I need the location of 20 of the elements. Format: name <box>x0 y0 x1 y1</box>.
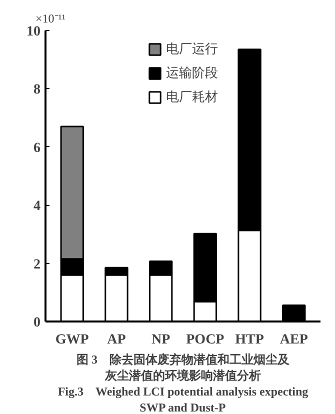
y-tick-label: 2 <box>34 257 40 272</box>
caption: 图 3 除去固体废弃物潜值和工业烟尘及 <box>76 352 290 366</box>
text: 灰尘潜值的环境影响潜值分析 <box>104 368 261 382</box>
y-tick-label: 4 <box>34 199 40 214</box>
caption: Fig.3 Weighed LCI potential analysis expecting <box>58 384 308 398</box>
y-axis-title: ×10⁻¹¹ <box>36 12 66 26</box>
legend-label: 电厂运行 <box>166 41 218 58</box>
x-tick-label: NP <box>151 332 171 348</box>
y-tick-label: 10 <box>26 24 40 40</box>
x-tick-label: HTP <box>235 332 264 348</box>
y-tick-label: 0 <box>34 316 40 330</box>
x-tick-label: GWP <box>55 332 90 348</box>
legend-label: 电厂耗材 <box>166 89 218 106</box>
x-tick-label: AP <box>107 332 126 348</box>
legend-label: 运输阶段 <box>166 65 218 82</box>
x-tick-label: AEP <box>280 332 308 348</box>
x-tick-label: POCP <box>186 332 225 348</box>
text: SWP and Dust-P <box>140 400 226 414</box>
y-tick-label: 6 <box>34 140 40 156</box>
y-tick-label: 8 <box>34 82 40 98</box>
